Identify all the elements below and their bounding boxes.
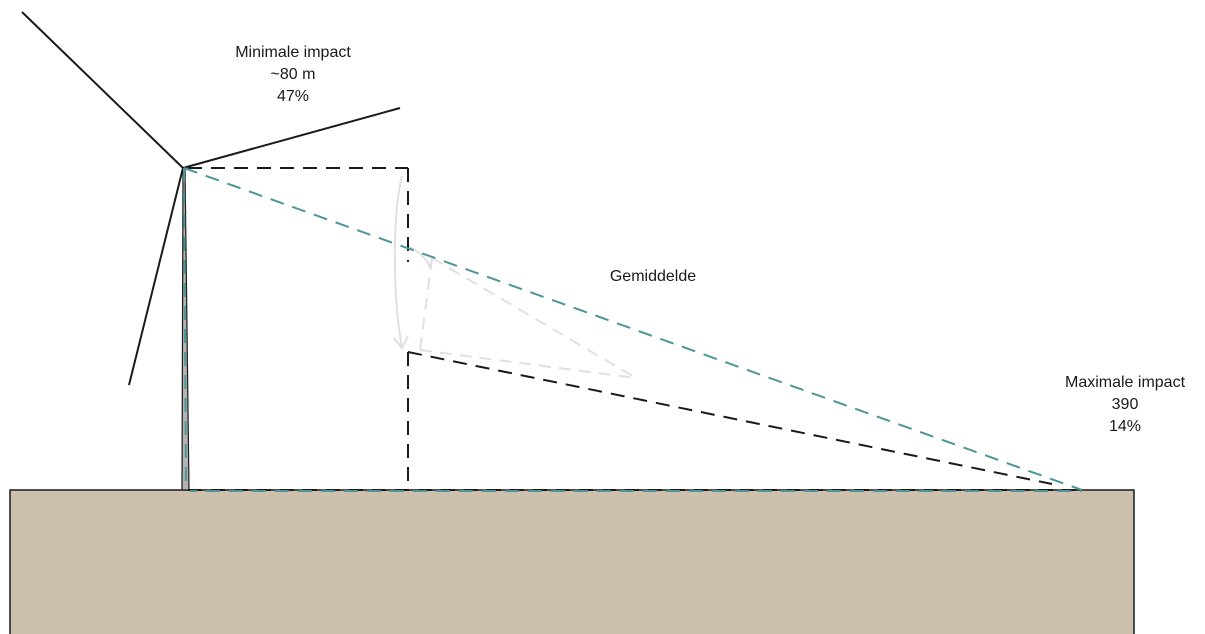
blade-upper-right <box>182 107 401 169</box>
faint-curved-arrow <box>393 175 403 349</box>
minimal-impact-distance: ~80 m <box>270 66 316 83</box>
turbine-blades <box>21 11 401 386</box>
faint-arrow-head <box>393 335 409 350</box>
faint-shadow-lines <box>393 175 637 379</box>
minimal-impact-label: Minimale impact ~80 m 47% <box>213 42 373 108</box>
blade-lower <box>128 167 184 386</box>
minimal-impact-percentage: 47% <box>276 88 310 105</box>
dashed-shadow-slope <box>407 351 1053 485</box>
maximal-impact-title: Maximale impact <box>1064 374 1186 391</box>
average-label: Gemiddelde <box>588 266 718 288</box>
teal-tower <box>183 167 187 491</box>
maximal-impact-distance: 390 <box>1111 396 1139 413</box>
maximal-shadow-line <box>183 167 1083 492</box>
teal-diagonal <box>183 167 1083 491</box>
maximal-impact-label: Maximale impact 390 14% <box>1045 372 1205 438</box>
faint-curved-arrow-2 <box>407 245 431 269</box>
faint-dashed-lower <box>419 349 637 379</box>
minimal-impact-title: Minimale impact <box>235 44 351 61</box>
ground <box>9 489 1135 634</box>
faint-dashed-vertical <box>419 257 433 351</box>
maximal-impact-percentage: 14% <box>1108 418 1142 435</box>
average-title: Gemiddelde <box>609 268 697 285</box>
blade-upper-left <box>21 11 184 169</box>
